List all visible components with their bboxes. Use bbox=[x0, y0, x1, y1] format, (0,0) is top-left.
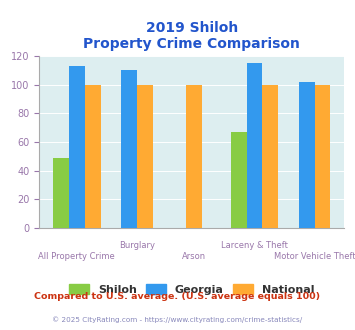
Bar bbox=[262, 85, 278, 228]
Bar bbox=[85, 85, 101, 228]
Bar bbox=[299, 82, 315, 228]
Text: Motor Vehicle Theft: Motor Vehicle Theft bbox=[274, 252, 355, 261]
Text: All Property Crime: All Property Crime bbox=[38, 252, 115, 261]
Bar bbox=[231, 132, 246, 228]
Bar bbox=[137, 85, 153, 228]
Text: Burglary: Burglary bbox=[119, 241, 155, 249]
Text: Arson: Arson bbox=[182, 252, 206, 261]
Bar bbox=[246, 63, 262, 228]
Text: Compared to U.S. average. (U.S. average equals 100): Compared to U.S. average. (U.S. average … bbox=[34, 292, 321, 301]
Bar bbox=[121, 70, 137, 228]
Bar bbox=[69, 66, 85, 228]
Bar bbox=[53, 158, 69, 228]
Text: © 2025 CityRating.com - https://www.cityrating.com/crime-statistics/: © 2025 CityRating.com - https://www.city… bbox=[53, 316, 302, 323]
Bar bbox=[186, 85, 202, 228]
Title: 2019 Shiloh
Property Crime Comparison: 2019 Shiloh Property Crime Comparison bbox=[83, 20, 300, 51]
Legend: Shiloh, Georgia, National: Shiloh, Georgia, National bbox=[65, 280, 318, 299]
Bar bbox=[315, 85, 331, 228]
Text: Larceny & Theft: Larceny & Theft bbox=[221, 241, 288, 249]
